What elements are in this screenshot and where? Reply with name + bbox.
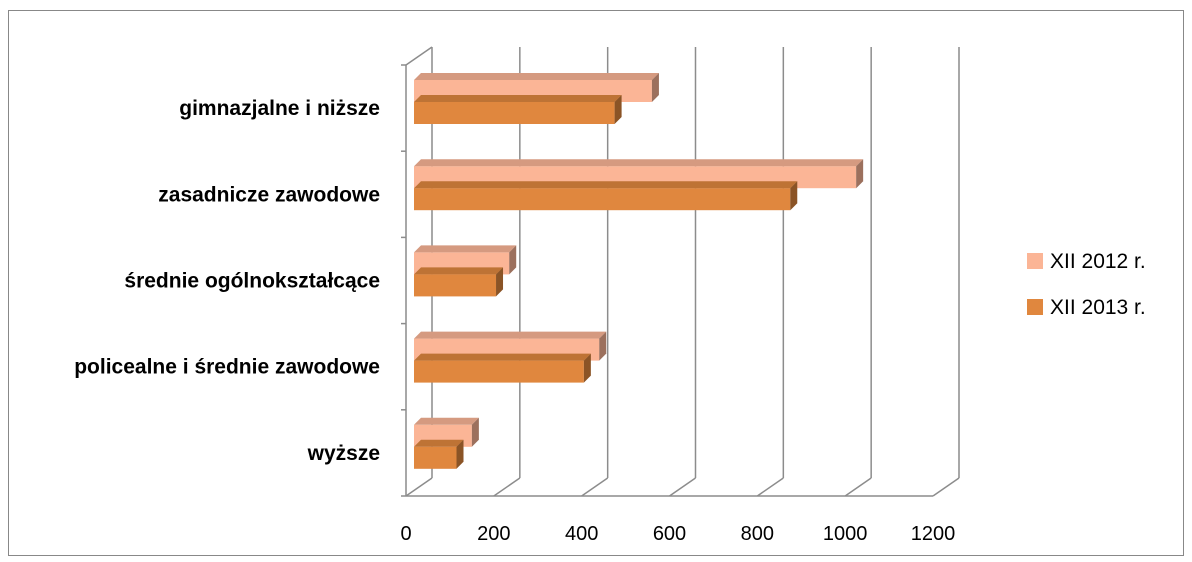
bar-top (414, 73, 659, 80)
bar (414, 439, 464, 469)
bar-side (583, 353, 591, 383)
gridline-floor (669, 477, 696, 497)
bar-top (414, 439, 464, 447)
gridline-floor (756, 477, 784, 497)
bar-top (414, 159, 864, 167)
bar (414, 95, 622, 124)
x-tick-label: 0 (400, 523, 411, 545)
gridline-floor (405, 477, 433, 497)
bar-front (414, 446, 457, 469)
category-label: wyższe (307, 442, 380, 465)
bar-front (414, 102, 615, 124)
bar-side (614, 95, 622, 124)
axis-top-edge (405, 46, 433, 66)
bar-side (496, 267, 504, 297)
x-tick-label: 400 (565, 523, 598, 545)
bar (414, 181, 798, 211)
bar-front (414, 274, 497, 297)
bar-top (414, 331, 607, 339)
gridline-floor (493, 477, 521, 497)
bar-top (414, 267, 504, 275)
bar-side (599, 331, 607, 361)
legend-swatch (1027, 253, 1043, 269)
bar-front (414, 188, 791, 211)
bar-side (651, 73, 659, 102)
category-label: gimnazjalne i niższe (179, 97, 380, 120)
bar-side (471, 417, 479, 447)
bar-side (509, 245, 517, 275)
bar-top (414, 353, 591, 361)
x-tick-label: 1000 (823, 523, 868, 545)
gridline-floor (932, 477, 960, 497)
bar-side (790, 181, 798, 211)
category-label: zasadnicze zawodowe (158, 183, 380, 206)
category-label: średnie ogólnokształcące (124, 270, 380, 293)
bar-side (856, 159, 864, 189)
gridline-floor (581, 477, 609, 497)
x-tick-label: 800 (741, 523, 774, 545)
category-label: policealne i średnie zawodowe (74, 356, 380, 379)
bar-front (414, 360, 584, 383)
bar-top (414, 95, 622, 102)
x-tick-label: 200 (477, 523, 510, 545)
bar-top (414, 245, 517, 253)
legend-label: XII 2012 r. (1050, 250, 1146, 273)
bar-side (456, 439, 464, 469)
legend-label: XII 2013 r. (1050, 296, 1146, 319)
bar (414, 267, 504, 297)
bar (414, 353, 591, 383)
x-tick-label: 600 (653, 523, 686, 545)
legend-swatch (1027, 299, 1043, 315)
bar-top (414, 181, 798, 189)
bar-top (414, 417, 479, 425)
x-tick-label: 1200 (911, 523, 956, 545)
gridline-floor (844, 477, 872, 497)
